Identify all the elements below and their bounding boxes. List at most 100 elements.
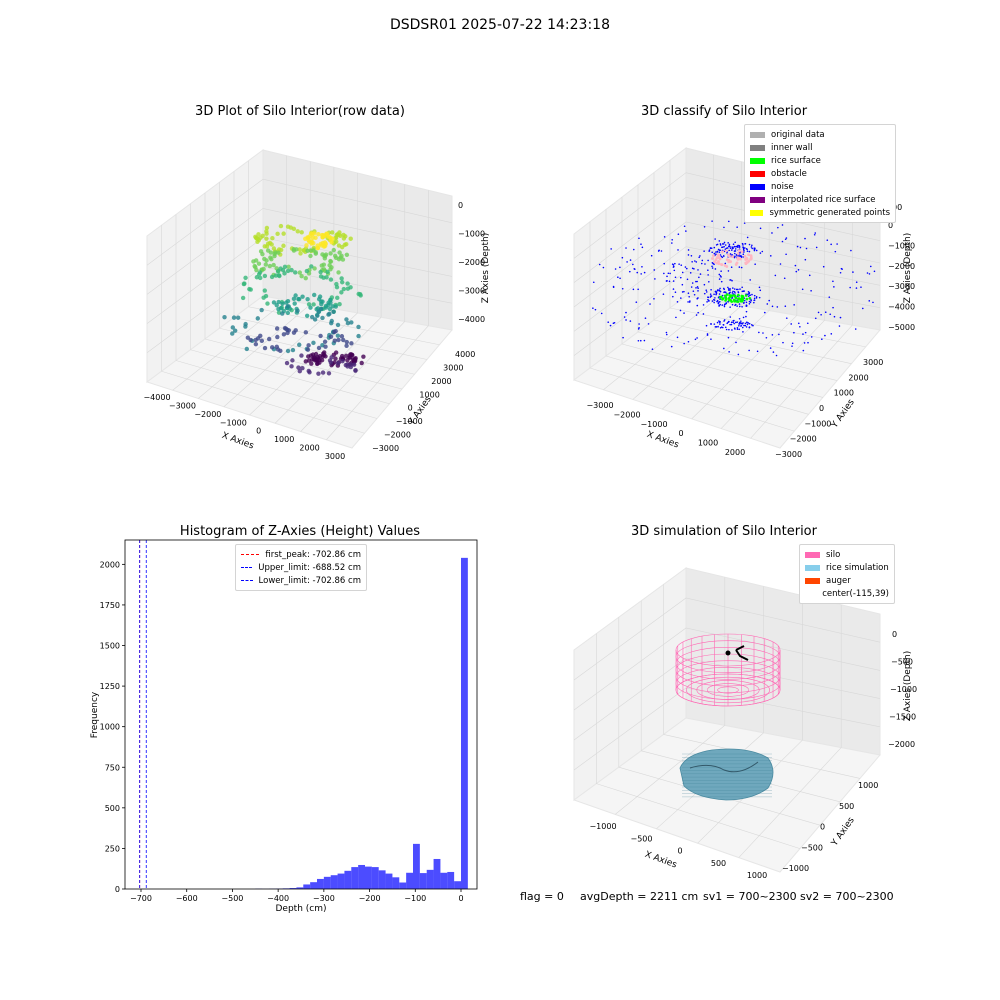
data-point [348, 285, 353, 290]
legend-label: obstacle [771, 168, 807, 179]
legend-label: inner wall [771, 142, 813, 153]
noise-point [804, 237, 806, 240]
noise-point [683, 312, 685, 314]
footer-sv1: sv1 = 700~2300 [703, 890, 797, 903]
noise-point [706, 301, 708, 303]
noise-point [729, 291, 731, 294]
noise-point [629, 259, 632, 261]
symmetric-point [743, 254, 747, 258]
noise-point [696, 337, 698, 339]
noise-point [745, 326, 748, 328]
noise-point [797, 269, 800, 271]
noise-point [732, 247, 735, 249]
histogram-bar [399, 882, 407, 889]
silo-floor-ring [706, 683, 750, 697]
noise-point [674, 276, 677, 279]
rice-surface-point [730, 300, 733, 303]
noise-point [836, 243, 838, 245]
y-axis-label: Y Axies [829, 815, 857, 848]
noise-point [678, 263, 680, 265]
noise-point [707, 274, 709, 276]
noise-point [707, 296, 709, 298]
symmetric-point [721, 250, 724, 254]
noise-point [722, 287, 725, 290]
legend-swatch [805, 551, 820, 558]
noise-point [731, 329, 733, 331]
noise-point [730, 321, 733, 324]
x-tick-label: −200 [359, 894, 381, 903]
noise-point [644, 317, 647, 319]
noise-point [711, 265, 713, 268]
data-point [278, 348, 283, 354]
noise-point [714, 297, 716, 299]
noise-point [709, 247, 712, 250]
symmetric-point [737, 249, 741, 253]
data-point [343, 362, 349, 368]
noise-point [688, 301, 691, 303]
y-tick-label: 1000 [419, 390, 439, 399]
noise-point [719, 303, 721, 306]
data-point [314, 358, 319, 363]
noise-point [727, 220, 730, 223]
rice-surface-point [744, 294, 748, 297]
data-point [339, 334, 345, 339]
data-point [340, 257, 346, 262]
data-point [361, 354, 366, 359]
noise-point [720, 326, 723, 328]
noise-point [838, 325, 841, 327]
z-tick-label: 0 [888, 221, 893, 230]
silo-floor-ring [717, 686, 739, 694]
noise-point [828, 296, 831, 298]
data-point [289, 364, 294, 369]
x-tick-label: −1000 [220, 418, 247, 427]
noise-point [731, 303, 734, 306]
symmetric-point [745, 256, 749, 260]
data-point [281, 243, 286, 248]
noise-point [735, 288, 738, 291]
noise-point [738, 328, 741, 331]
data-point [275, 269, 281, 274]
noise-point [725, 291, 727, 294]
noise-point [663, 272, 665, 275]
noise-point [671, 239, 673, 241]
noise-point [727, 336, 730, 339]
legend-entry: first_peak: -702.86 cm [241, 548, 361, 561]
noise-point [743, 249, 745, 252]
data-point [351, 362, 357, 367]
noise-point [747, 295, 750, 297]
x-tick-label: 0 [458, 894, 463, 903]
data-point [316, 371, 321, 376]
grid-line [573, 221, 881, 308]
data-point [316, 345, 322, 351]
noise-point [680, 264, 683, 266]
noise-point [720, 270, 722, 272]
noise-point [710, 247, 713, 250]
x-tick-label: −100 [404, 894, 426, 903]
noise-point [759, 227, 762, 230]
noise-point [754, 247, 756, 250]
histogram-legend: first_peak: -702.86 cm Upper_limit: -688.… [235, 544, 367, 591]
noise-point [748, 349, 750, 352]
noise-point [738, 305, 741, 308]
noise-point [745, 315, 747, 318]
noise-point [710, 323, 712, 325]
noise-point [669, 272, 671, 275]
noise-point [790, 323, 793, 325]
rice-surface-point [737, 293, 740, 297]
histogram-bar [433, 858, 441, 889]
data-point [309, 264, 314, 269]
data-point [335, 322, 341, 328]
noise-point [717, 289, 719, 291]
data-point [327, 263, 332, 268]
noise-point [718, 293, 721, 295]
data-point [255, 236, 260, 241]
noise-point [720, 255, 723, 258]
y-tick-label: 1750 [100, 601, 120, 610]
z-tick-label: −2000 [888, 740, 915, 749]
data-point [356, 333, 361, 339]
noise-point [769, 255, 772, 257]
noise-point [723, 245, 725, 248]
data-point [313, 235, 318, 241]
noise-point [756, 350, 759, 353]
noise-point [729, 289, 731, 291]
